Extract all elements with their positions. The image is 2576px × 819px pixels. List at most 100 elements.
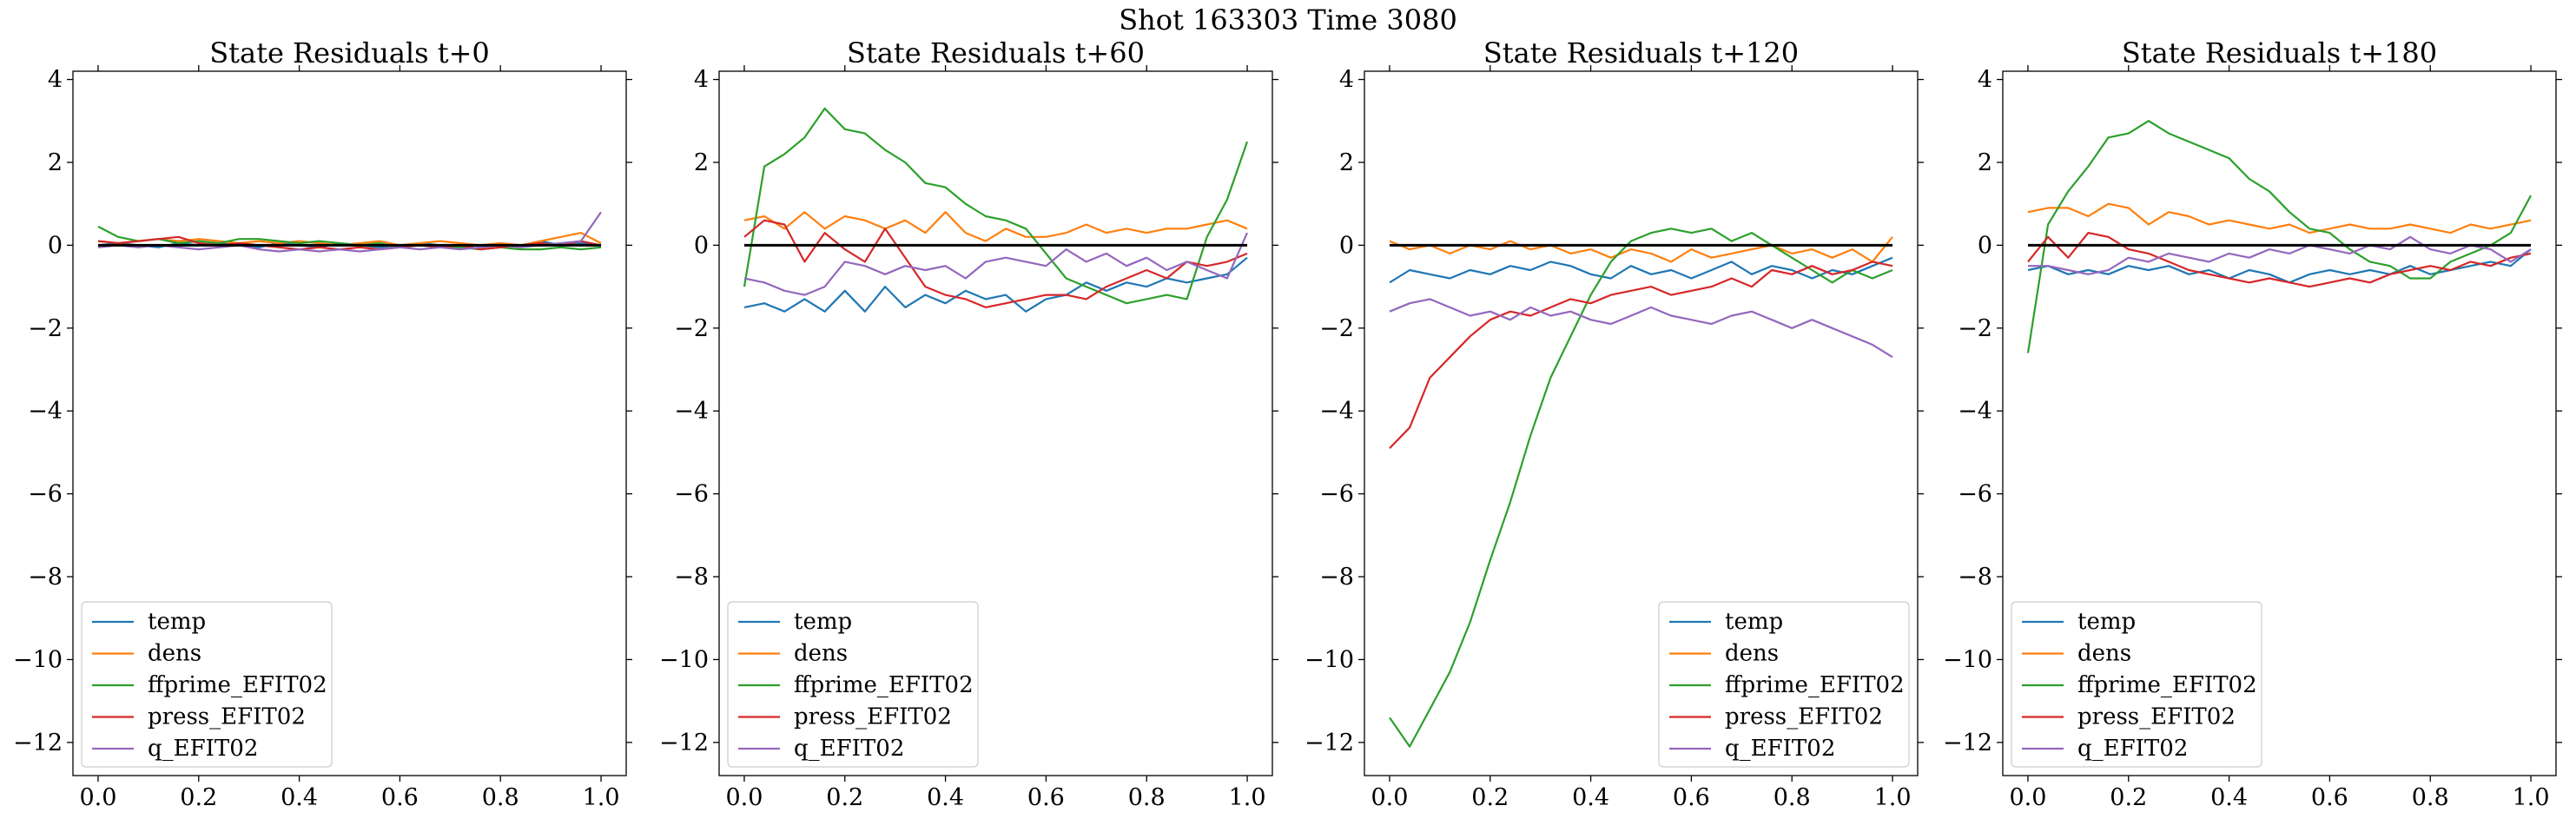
legend-label: q_EFIT02 xyxy=(794,736,904,762)
x-tick-label: 0.8 xyxy=(1773,784,1811,811)
y-tick-label: −2 xyxy=(674,315,709,342)
x-tick-label: 0.2 xyxy=(1471,784,1509,811)
x-tick-label: 0.2 xyxy=(180,784,217,811)
x-tick-label: 0.8 xyxy=(482,784,519,811)
legend-label: temp xyxy=(794,609,852,635)
chart-panel-4: State Residuals t+180 0.0 0.2 0.4 0.6 0.8 1.0 4… xyxy=(1943,36,2562,811)
legend-label: press_EFIT02 xyxy=(2077,704,2236,730)
series-line-press-efit02 xyxy=(743,219,1248,308)
axes-frame xyxy=(72,70,627,776)
x-tick-label: 1.0 xyxy=(2513,784,2550,811)
legend: temp dens ffprime_EFIT02 press_EFIT02 q_EFIT… xyxy=(1658,601,1910,768)
legend-label: ffprime_EFIT02 xyxy=(148,672,327,698)
y-tick-label: 0 xyxy=(694,232,709,259)
y-tick-label: 4 xyxy=(1978,67,1992,94)
y-tick-label: −10 xyxy=(659,646,709,673)
x-tick-label: 0.0 xyxy=(1371,784,1408,811)
y-tick-label: −12 xyxy=(13,730,63,756)
y-tick-label: 4 xyxy=(48,67,63,94)
legend-label: ffprime_EFIT02 xyxy=(1725,672,1905,698)
x-tick-label: 0.4 xyxy=(927,784,964,811)
y-tick-label: −4 xyxy=(1958,398,1992,425)
chart-panel-2: State Residuals t+60 0.0 0.2 0.4 0.6 0.8 1.0 4 2… xyxy=(659,36,1278,811)
y-tick-label: 4 xyxy=(694,67,709,94)
y-tick-label: 0 xyxy=(1978,232,1992,259)
y-tick-label: −4 xyxy=(28,398,63,425)
legend: temp dens ffprime_EFIT02 press_EFIT02 q_EFIT… xyxy=(2011,601,2262,768)
y-tick-label: −10 xyxy=(13,646,63,673)
series-line-dens xyxy=(1389,236,1893,263)
y-tick-label: 2 xyxy=(48,149,63,176)
series-line-q-efit02 xyxy=(743,232,1249,296)
legend-label: press_EFIT02 xyxy=(794,704,952,730)
legend-box xyxy=(727,601,979,768)
x-tick-label: 0.8 xyxy=(2412,784,2449,811)
series-line-press-efit02 xyxy=(1389,261,1893,449)
x-tick-label: 0.4 xyxy=(2210,784,2248,811)
legend-label: press_EFIT02 xyxy=(1725,704,1883,730)
legend-box xyxy=(1658,601,1910,768)
x-tick-label: 1.0 xyxy=(583,784,620,811)
axes-frame xyxy=(1364,70,1919,776)
y-tick-label: −6 xyxy=(1958,481,1992,508)
legend-label: temp xyxy=(148,609,206,635)
legend-label: q_EFIT02 xyxy=(1725,736,1835,762)
y-tick-label: 0 xyxy=(1339,232,1354,259)
series-line-ffprime-efit02 xyxy=(743,107,1249,305)
y-tick-label: 2 xyxy=(1339,149,1354,176)
x-tick-label: 0.6 xyxy=(1027,784,1065,811)
legend-label: dens xyxy=(1725,641,1779,667)
y-tick-label: −2 xyxy=(1319,315,1354,342)
y-tick-label: −10 xyxy=(1943,646,1992,673)
y-tick-label: −12 xyxy=(1305,730,1354,756)
x-tick-label: 0.4 xyxy=(1572,784,1609,811)
legend-label: temp xyxy=(2077,609,2136,635)
series-line-temp xyxy=(743,256,1248,313)
chart-title: State Residuals t+0 xyxy=(209,36,490,69)
y-tick-label: −12 xyxy=(1943,730,1992,756)
legend-label: dens xyxy=(794,641,848,667)
y-tick-label: −8 xyxy=(1958,564,1992,591)
x-tick-label: 0.0 xyxy=(725,784,763,811)
y-tick-label: 2 xyxy=(694,149,709,176)
legend: temp dens ffprime_EFIT02 press_EFIT02 q_EFIT… xyxy=(81,601,333,768)
series-line-q-efit02 xyxy=(1389,298,1893,359)
legend-label: ffprime_EFIT02 xyxy=(2077,672,2257,698)
chart-title: State Residuals t+60 xyxy=(847,36,1145,69)
legend-label: q_EFIT02 xyxy=(2077,736,2188,762)
chart-title: State Residuals t+120 xyxy=(1483,36,1799,69)
axes-frame xyxy=(718,70,1273,776)
chart-title: State Residuals t+180 xyxy=(2122,36,2437,69)
x-tick-label: 0.2 xyxy=(2110,784,2147,811)
legend-box xyxy=(2011,601,2262,768)
y-tick-label: 2 xyxy=(1978,149,1992,176)
y-tick-label: −8 xyxy=(1319,564,1354,591)
y-tick-label: −2 xyxy=(28,315,63,342)
x-tick-label: 1.0 xyxy=(1229,784,1266,811)
legend-label: dens xyxy=(148,641,201,667)
legend-label: ffprime_EFIT02 xyxy=(794,672,974,698)
series-line-temp xyxy=(2027,248,2532,284)
series-line-dens xyxy=(743,211,1248,242)
y-tick-label: 0 xyxy=(48,232,63,259)
x-tick-label: 0.0 xyxy=(2009,784,2046,811)
y-tick-label: −8 xyxy=(28,564,63,591)
series-line-q-efit02 xyxy=(2028,235,2532,275)
legend-label: press_EFIT02 xyxy=(148,704,306,730)
y-tick-label: −10 xyxy=(1305,646,1354,673)
x-tick-label: 0.4 xyxy=(281,784,318,811)
chart-panel-1: State Residuals t+0 0.0 0.2 0.4 0.6 0.8 1.0 4 2 0… xyxy=(13,36,632,811)
y-tick-label: −6 xyxy=(674,481,709,508)
legend-label: q_EFIT02 xyxy=(148,736,258,762)
legend-box xyxy=(81,601,333,768)
chart-panel-3: State Residuals t+120 0.0 0.2 0.4 0.6 0.8 1.0 4… xyxy=(1305,36,1924,811)
x-tick-label: 0.0 xyxy=(79,784,116,811)
x-tick-label: 1.0 xyxy=(1874,784,1912,811)
legend: temp dens ffprime_EFIT02 press_EFIT02 q_EFIT… xyxy=(727,601,979,768)
y-tick-label: −12 xyxy=(659,730,709,756)
y-tick-label: 4 xyxy=(1339,67,1354,94)
y-tick-label: −6 xyxy=(1319,481,1354,508)
series-line-q-efit02 xyxy=(97,211,602,253)
x-tick-label: 0.6 xyxy=(381,784,419,811)
